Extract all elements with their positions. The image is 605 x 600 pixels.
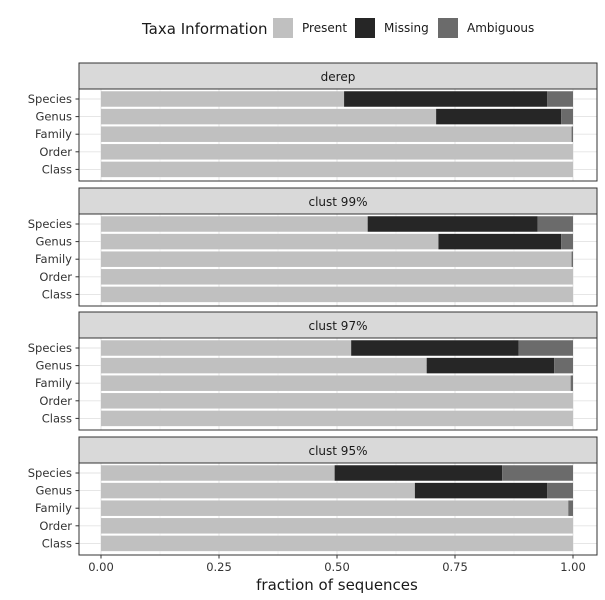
legend-label-missing: Missing <box>384 21 429 35</box>
bar-species-ambiguous <box>518 340 573 356</box>
y-tick-label-order: Order <box>39 270 72 284</box>
bar-genus-missing <box>426 357 555 374</box>
legend-label-ambiguous: Ambiguous <box>467 21 534 35</box>
bar-species-ambiguous <box>537 216 573 232</box>
x-tick-label: 1.00 <box>560 560 586 574</box>
x-tick-label: 0.50 <box>324 560 350 574</box>
y-tick-label-order: Order <box>39 145 72 159</box>
bar-species-ambiguous <box>502 465 573 481</box>
y-tick-label-class: Class <box>42 162 72 176</box>
bar-species-present <box>101 465 335 481</box>
bar-family-ambiguous <box>570 375 573 391</box>
panel-border <box>78 213 598 307</box>
bar-genus-ambiguous <box>547 482 573 499</box>
bar-family-present <box>101 251 572 267</box>
bar-class-present <box>101 535 573 552</box>
bar-genus-present <box>101 357 427 374</box>
bar-species-missing <box>367 216 538 232</box>
x-tick-label: 0.25 <box>206 560 232 574</box>
bar-species-missing <box>351 340 519 356</box>
y-tick-label-genus: Genus <box>35 484 72 498</box>
bar-family-present <box>101 375 571 391</box>
bar-family-present <box>101 126 572 142</box>
y-tick-label-order: Order <box>39 394 72 408</box>
panel-strip-title: clust 99% <box>309 195 368 209</box>
legend-entries: Present Missing Ambiguous <box>273 18 534 38</box>
panel-clust-99: clust 99% Species Genus Family Order Class <box>28 187 598 307</box>
bar-family-ambiguous <box>571 251 573 267</box>
bar-order-present <box>101 144 573 160</box>
bar-order-present <box>101 518 573 534</box>
bar-family-present <box>101 500 569 516</box>
bar-species-ambiguous <box>547 91 573 107</box>
panel-clust-97: clust 97% Species Genus Family Order Class <box>28 311 598 431</box>
y-tick-label-species: Species <box>28 341 72 355</box>
y-tick-label-order: Order <box>39 519 72 533</box>
y-tick-label-family: Family <box>35 127 72 141</box>
bar-family-ambiguous <box>568 500 573 516</box>
bar-genus-missing <box>414 482 548 499</box>
legend-label-present: Present <box>302 21 347 35</box>
legend-key-ambiguous <box>438 18 458 38</box>
panel-strip <box>78 187 598 215</box>
y-tick-label-species: Species <box>28 217 72 231</box>
panel-strip <box>78 436 598 464</box>
bar-class-present <box>101 161 573 178</box>
bar-genus-ambiguous <box>554 357 573 374</box>
y-tick-label-genus: Genus <box>35 235 72 249</box>
legend-key-present <box>273 18 293 38</box>
panel-strip <box>78 311 598 339</box>
bar-class-present <box>101 410 573 427</box>
x-tick-label: 0.75 <box>442 560 468 574</box>
panel-strip <box>78 62 598 90</box>
x-axis: 0.00 0.25 0.50 0.75 1.00 <box>88 555 586 574</box>
x-tick-label: 0.00 <box>88 560 114 574</box>
bar-family-ambiguous <box>571 126 573 142</box>
y-tick-label-family: Family <box>35 376 72 390</box>
bar-species-missing <box>344 91 548 107</box>
bar-genus-ambiguous <box>561 108 573 125</box>
bar-order-present <box>101 269 573 285</box>
panel-border <box>78 88 598 182</box>
panel-derep: derep Species Genus Family Order Class <box>28 62 598 182</box>
bar-genus-present <box>101 482 415 499</box>
legend-key-missing <box>355 18 375 38</box>
panel-strip-title: derep <box>321 70 356 84</box>
x-axis-label: fraction of sequences <box>256 576 418 594</box>
legend-title: Taxa Information <box>141 20 268 38</box>
y-tick-label-family: Family <box>35 501 72 515</box>
y-tick-label-species: Species <box>28 92 72 106</box>
y-tick-label-genus: Genus <box>35 359 72 373</box>
bar-genus-present <box>101 108 437 125</box>
y-tick-label-family: Family <box>35 252 72 266</box>
y-tick-label-class: Class <box>42 536 72 550</box>
panel-border <box>78 462 598 556</box>
bar-species-present <box>101 216 368 232</box>
bar-genus-missing <box>436 108 562 125</box>
bar-class-present <box>101 286 573 303</box>
bar-species-present <box>101 91 345 107</box>
panel-strip-title: clust 97% <box>309 319 368 333</box>
bar-order-present <box>101 393 573 409</box>
bar-genus-missing <box>438 233 562 250</box>
y-tick-label-genus: Genus <box>35 110 72 124</box>
y-tick-label-class: Class <box>42 287 72 301</box>
panel-border <box>78 337 598 431</box>
bar-genus-present <box>101 233 439 250</box>
y-tick-label-species: Species <box>28 466 72 480</box>
panel-strip-title: clust 95% <box>309 444 368 458</box>
bar-species-present <box>101 340 352 356</box>
y-tick-label-class: Class <box>42 411 72 425</box>
panel-clust-95: clust 95% Species Genus Family Order Class <box>28 436 598 556</box>
legend: Taxa Information Present Missing Ambiguous <box>141 18 534 38</box>
bar-species-missing <box>334 465 503 481</box>
bar-genus-ambiguous <box>561 233 573 250</box>
